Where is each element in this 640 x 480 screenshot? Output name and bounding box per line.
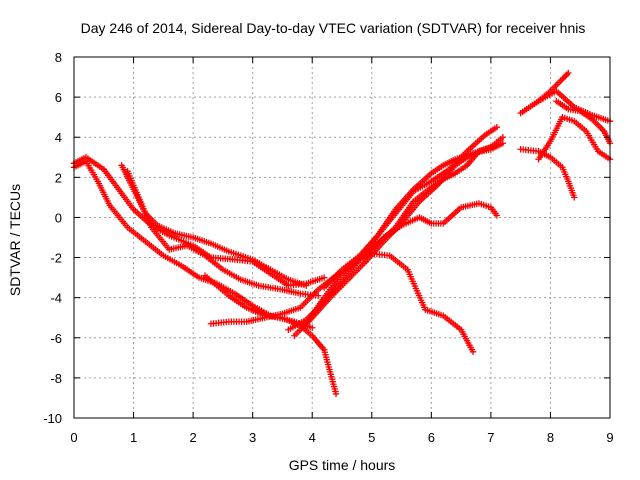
series-arc-11 <box>356 200 501 261</box>
data-point <box>332 390 340 398</box>
grid <box>74 57 610 418</box>
series-arc-4 <box>124 168 322 299</box>
x-tick-label: 8 <box>547 430 554 445</box>
series-arc-12 <box>517 87 614 125</box>
x-tick-label: 4 <box>309 430 316 445</box>
y-axis-label: SDTVAR / TECUs <box>7 184 23 296</box>
plot-frame <box>73 56 611 419</box>
series-arc-13 <box>535 69 572 105</box>
data-points <box>70 69 614 398</box>
x-tick-label: 9 <box>606 430 613 445</box>
series-arc-15 <box>535 113 614 163</box>
y-tick-label: -8 <box>50 371 62 386</box>
x-tick-label: 7 <box>487 430 494 445</box>
y-tick-label: -4 <box>50 291 62 306</box>
axis-ticks: 0 1 2 3 4 5 6 7 8 9 -10 -8 -6 -4 -2 0 2 4 6 8 <box>43 50 613 445</box>
y-tick-label: 8 <box>55 50 62 65</box>
data-point <box>493 212 501 219</box>
data-point <box>499 140 506 147</box>
y-tick-label: -10 <box>43 411 62 426</box>
data-point <box>469 348 477 356</box>
data-point <box>560 74 568 81</box>
y-tick-label: 0 <box>55 210 62 225</box>
series-arc-16 <box>553 97 614 147</box>
chart-title: Day 246 of 2014, Sidereal Day-to-day VTE… <box>81 20 586 36</box>
data-point <box>571 194 578 201</box>
data-point <box>303 282 310 289</box>
x-axis-label: GPS time / hours <box>289 457 396 473</box>
x-tick-label: 5 <box>368 430 375 445</box>
data-point <box>565 69 572 77</box>
series-arc-10 <box>320 140 506 291</box>
x-tick-label: 2 <box>189 430 196 445</box>
series-arc-14 <box>517 146 578 201</box>
data-point <box>562 72 569 80</box>
series-arc-1 <box>70 154 328 289</box>
data-point <box>493 123 501 131</box>
data-point <box>309 324 316 331</box>
series-arc-3 <box>118 162 310 289</box>
x-tick-label: 0 <box>70 430 77 445</box>
x-tick-label: 6 <box>428 430 435 445</box>
y-tick-label: 6 <box>55 90 62 105</box>
y-tick-label: -6 <box>50 331 62 346</box>
data-point <box>314 292 322 299</box>
y-tick-label: 4 <box>55 130 62 145</box>
y-tick-label: 2 <box>55 170 62 185</box>
data-point <box>320 274 328 281</box>
y-tick-label: -2 <box>50 251 62 266</box>
data-point <box>563 71 571 78</box>
x-tick-label: 1 <box>130 430 137 445</box>
data-point <box>499 134 506 141</box>
series-arc-9 <box>303 142 501 327</box>
x-tick-label: 3 <box>249 430 256 445</box>
series-arc-8 <box>291 134 506 339</box>
